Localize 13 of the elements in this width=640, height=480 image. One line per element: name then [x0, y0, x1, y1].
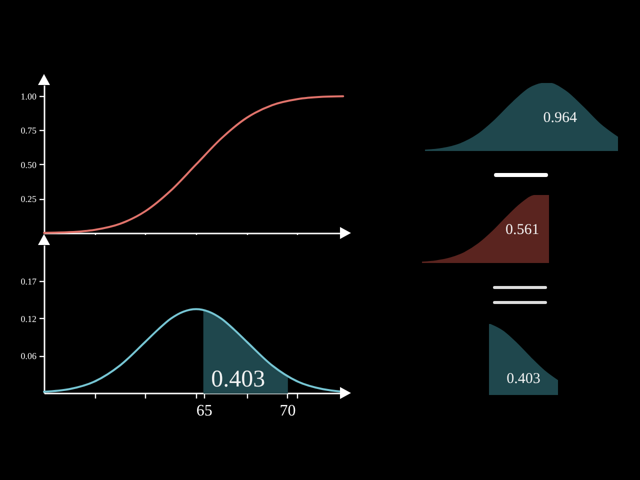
- x-tick-label: 70: [280, 402, 296, 420]
- y-tick-label: 0.06: [20, 351, 37, 362]
- x-tick-label: 65: [196, 402, 212, 420]
- annotation: 0.561: [505, 222, 540, 238]
- annotation: 0.403: [506, 370, 540, 387]
- y-tick-label: 1.00: [20, 91, 37, 102]
- annotation: 0.403: [211, 366, 266, 393]
- y-tick-label: 0.75: [20, 126, 37, 136]
- y-tick-label: 0.25: [20, 194, 37, 204]
- annotation: 0.964: [543, 110, 578, 126]
- y-tick-label: 0.17: [20, 276, 37, 286]
- y-tick-label: 0.12: [20, 314, 36, 324]
- y-tick-label: 0.50: [20, 160, 37, 170]
